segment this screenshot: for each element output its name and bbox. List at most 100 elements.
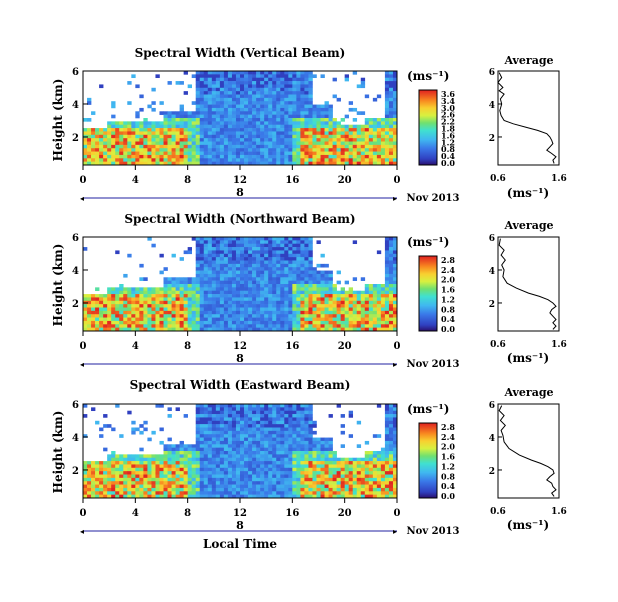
heatmap-cell — [348, 124, 354, 129]
date-bracket-left-arrow: ◂ — [80, 194, 84, 203]
heatmap-cell — [111, 121, 116, 126]
heatmap-cell — [135, 154, 140, 159]
heatmap-cell — [252, 154, 257, 159]
heatmap-cell — [135, 477, 140, 482]
heatmap-cell — [392, 260, 398, 265]
heatmap-cell — [300, 131, 305, 136]
heatmap-cell — [91, 474, 96, 479]
heatmap-cell — [252, 484, 257, 489]
heatmap-cell — [380, 141, 386, 146]
heatmap-cell — [175, 314, 180, 318]
heatmap-cell — [340, 131, 345, 136]
heatmap-cell — [380, 487, 386, 492]
heatmap-cell — [227, 404, 233, 408]
heatmap-cell — [388, 101, 394, 105]
heatmap-cell — [304, 81, 309, 85]
heatmap-cell — [376, 154, 382, 159]
heatmap-cell — [252, 148, 257, 152]
heatmap-cell — [219, 243, 225, 248]
heatmap-cell — [328, 487, 333, 492]
heatmap-cell — [163, 138, 168, 142]
heatmap-cell — [316, 304, 321, 308]
heatmap-cell — [308, 471, 313, 475]
heatmap-cell — [163, 277, 168, 281]
heatmap-cell — [256, 121, 261, 126]
profile-x-tick-labels: 0.6 1.6 — [490, 174, 567, 184]
heatmap-cell — [324, 481, 329, 485]
heatmap-cell — [123, 290, 128, 295]
heatmap-cell — [248, 310, 253, 315]
heatmap-cell — [256, 94, 261, 99]
heatmap-cell — [187, 144, 192, 149]
heatmap-cell — [384, 260, 390, 265]
heatmap-cell — [356, 481, 362, 485]
heatmap-cell — [336, 464, 341, 469]
heatmap-cell — [292, 101, 297, 105]
heatmap-cell — [139, 327, 144, 332]
heatmap-cell — [368, 481, 374, 485]
heatmap-cell — [211, 404, 217, 408]
heatmap-cell — [248, 151, 253, 156]
heatmap-cell — [332, 134, 337, 139]
heatmap-cell — [392, 284, 398, 288]
heatmap-cell — [256, 101, 261, 105]
heatmap-cell — [324, 467, 329, 472]
heatmap-cell — [95, 141, 100, 146]
heatmap-cell — [260, 111, 265, 115]
heatmap-cell — [211, 104, 217, 109]
heatmap-cell — [384, 287, 390, 292]
heatmap-cell — [199, 71, 205, 75]
heatmap-cell — [227, 487, 233, 492]
heatmap-cell — [227, 154, 233, 159]
heatmap-cell — [207, 134, 213, 139]
heatmap-cell — [308, 257, 313, 261]
heatmap-cell — [159, 427, 164, 432]
colorbar-unit: (ms⁻¹) — [407, 235, 449, 249]
heatmap-cell — [352, 327, 358, 332]
heatmap-cell — [107, 138, 112, 142]
heatmap-cell — [244, 297, 249, 302]
heatmap-cell — [248, 237, 253, 241]
heatmap-cell — [248, 317, 253, 322]
y-axis-label: Height (km) — [51, 79, 65, 162]
heatmap-cell — [223, 131, 229, 136]
heatmap-cell — [227, 121, 233, 126]
heatmap-cell — [276, 267, 281, 271]
heatmap-cell — [384, 474, 390, 479]
heatmap-cell — [360, 307, 366, 312]
heatmap-cell — [344, 457, 349, 462]
heatmap-cell — [223, 417, 229, 422]
heatmap-cell — [183, 491, 188, 495]
heatmap-cell — [348, 457, 354, 462]
heatmap-cell — [320, 253, 325, 258]
heatmap-cell — [280, 91, 285, 95]
heatmap-cell — [344, 314, 349, 318]
heatmap-cell — [143, 294, 148, 298]
heatmap-cell — [276, 404, 281, 408]
heatmap-cell — [392, 310, 398, 315]
heatmap-cell — [332, 327, 337, 332]
heatmap-cell — [127, 314, 132, 318]
heatmap-cell — [388, 270, 394, 275]
heatmap-cell — [356, 297, 362, 302]
heatmap-cell — [260, 257, 265, 261]
heatmap-cell — [264, 273, 269, 278]
heatmap-cell — [324, 440, 329, 445]
colorbar — [418, 422, 438, 499]
heatmap-cell — [227, 307, 233, 312]
heatmap-cell — [244, 307, 249, 312]
heatmap-cell — [111, 297, 116, 302]
heatmap-cell — [352, 138, 358, 142]
heatmap-cell — [219, 270, 225, 275]
heatmap-cell — [272, 297, 277, 302]
heatmap-cell — [115, 131, 120, 136]
heatmap-cell — [380, 161, 386, 166]
heatmap-cell — [316, 118, 321, 122]
heatmap-cell — [380, 310, 386, 315]
heatmap-cell — [223, 270, 229, 275]
heatmap-cell — [312, 124, 317, 129]
heatmap-cell — [183, 447, 188, 452]
heatmap-cell — [328, 484, 333, 489]
heatmap-cell — [227, 424, 233, 428]
heatmap-cell — [304, 141, 309, 146]
